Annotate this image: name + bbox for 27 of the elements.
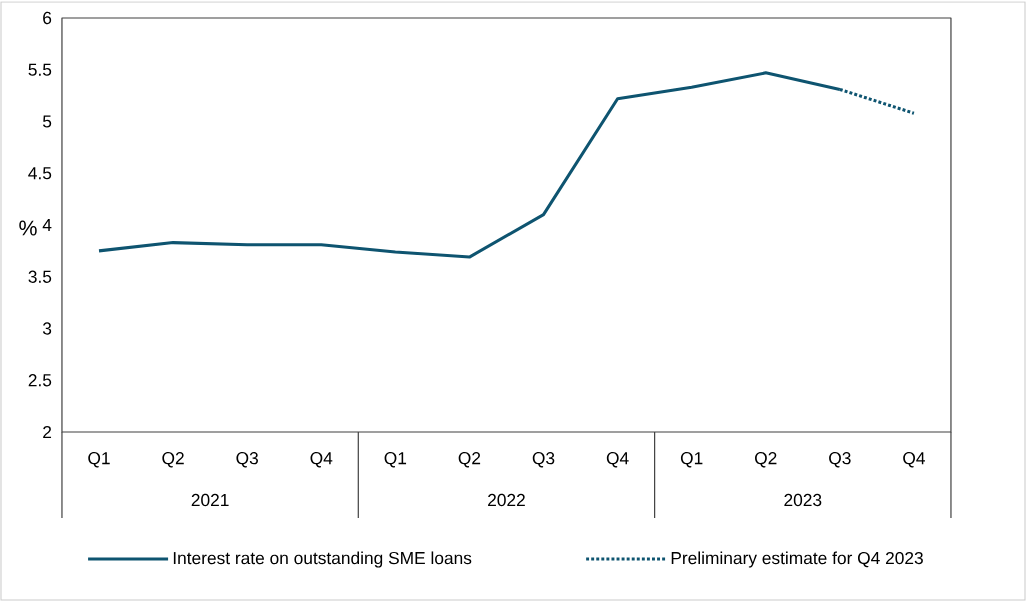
- x-tick-label: Q1: [384, 452, 407, 468]
- y-axis-title: %: [19, 220, 37, 236]
- y-tick-label: 2.5: [28, 374, 52, 387]
- y-tick-label: 2: [43, 425, 52, 439]
- x-tick-label: Q3: [236, 452, 258, 468]
- text: 2021: [191, 493, 229, 507]
- text: 2022: [488, 493, 525, 507]
- legend-label: Interest rate on outstanding SME loans: [173, 551, 472, 568]
- x-tick-label: Q2: [162, 452, 184, 468]
- y-tick-label: 4.5: [28, 167, 52, 180]
- x-tick-label: Q3: [829, 452, 851, 468]
- x-tick-label: Q3: [532, 452, 555, 468]
- y-tick-label: 5.5: [28, 63, 52, 76]
- x-tick-label: Q4: [903, 452, 925, 468]
- x-tick-label: Q4: [606, 452, 629, 468]
- text: 2023: [784, 493, 822, 507]
- x-tick-label: Q1: [680, 452, 703, 468]
- legend-label: Preliminary estimate for Q4 2023: [671, 551, 923, 568]
- y-tick-label: 6: [43, 11, 52, 25]
- x-tick-label: Q2: [755, 452, 777, 468]
- y-tick-label: 5: [42, 115, 52, 128]
- x-tick-label: Q4: [310, 452, 333, 468]
- y-tick-label: 3: [42, 322, 52, 335]
- x-tick-label: Q1: [88, 452, 110, 468]
- y-tick-label: 3.5: [28, 270, 52, 283]
- y-tick-label: 4: [42, 219, 52, 231]
- x-tick-label: Q2: [458, 452, 481, 468]
